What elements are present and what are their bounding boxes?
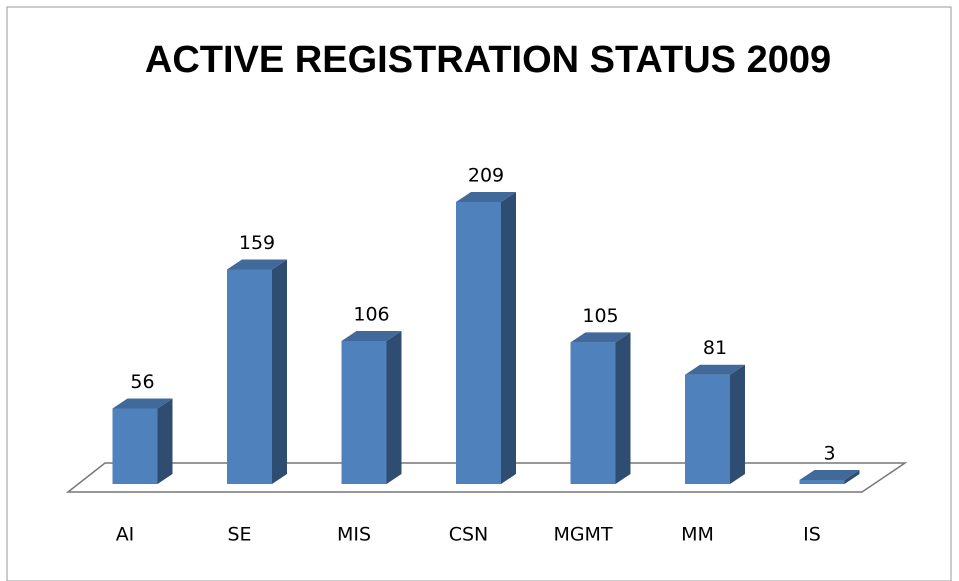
data-label: 56 bbox=[130, 371, 154, 393]
bar-top bbox=[799, 469, 860, 480]
bar-top bbox=[685, 364, 745, 375]
x-tick-label: MGMT bbox=[553, 524, 613, 546]
bar-top bbox=[112, 398, 173, 409]
bar bbox=[227, 269, 272, 484]
bar-side bbox=[386, 330, 402, 484]
data-label: 81 bbox=[703, 337, 727, 359]
bar-side bbox=[730, 364, 745, 484]
bar-top bbox=[341, 330, 402, 341]
bar-top bbox=[570, 332, 631, 343]
chart-title: ACTIVE REGISTRATION STATUS 2009 bbox=[145, 39, 831, 81]
bar-top bbox=[227, 259, 287, 270]
bar bbox=[570, 342, 616, 484]
x-tick-label: IS bbox=[803, 524, 821, 546]
data-label: 3 bbox=[823, 442, 835, 464]
x-tick-label: MM bbox=[681, 524, 714, 546]
bar bbox=[456, 202, 501, 484]
bar-side bbox=[501, 192, 516, 484]
bar-top bbox=[456, 192, 516, 202]
x-tick-label: SE bbox=[227, 524, 251, 546]
bar bbox=[341, 340, 387, 484]
bar-side bbox=[615, 332, 631, 484]
bar bbox=[685, 374, 730, 484]
bar-side bbox=[157, 398, 173, 484]
x-tick-label: AI bbox=[116, 524, 135, 546]
x-tick-label: MIS bbox=[337, 524, 371, 546]
bar bbox=[799, 479, 845, 484]
data-label: 159 bbox=[239, 232, 275, 254]
bar-side bbox=[272, 259, 287, 484]
x-tick-label: CSN bbox=[449, 524, 489, 546]
data-label: 105 bbox=[582, 305, 618, 327]
data-label: 106 bbox=[353, 303, 389, 325]
data-label: 209 bbox=[468, 165, 504, 187]
bar bbox=[112, 408, 158, 484]
bar-side bbox=[844, 469, 860, 484]
